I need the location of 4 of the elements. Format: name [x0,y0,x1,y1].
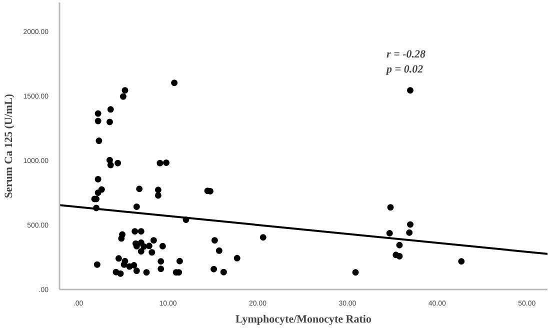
x-axis-title: Lymphocyte/Monocyte Ratio [236,314,372,326]
y-axis-title: Serum Ca 125 (U/mL) [3,94,16,198]
annotation: r = -0.28 [386,48,426,61]
annotation: p = 0.02 [386,63,424,76]
